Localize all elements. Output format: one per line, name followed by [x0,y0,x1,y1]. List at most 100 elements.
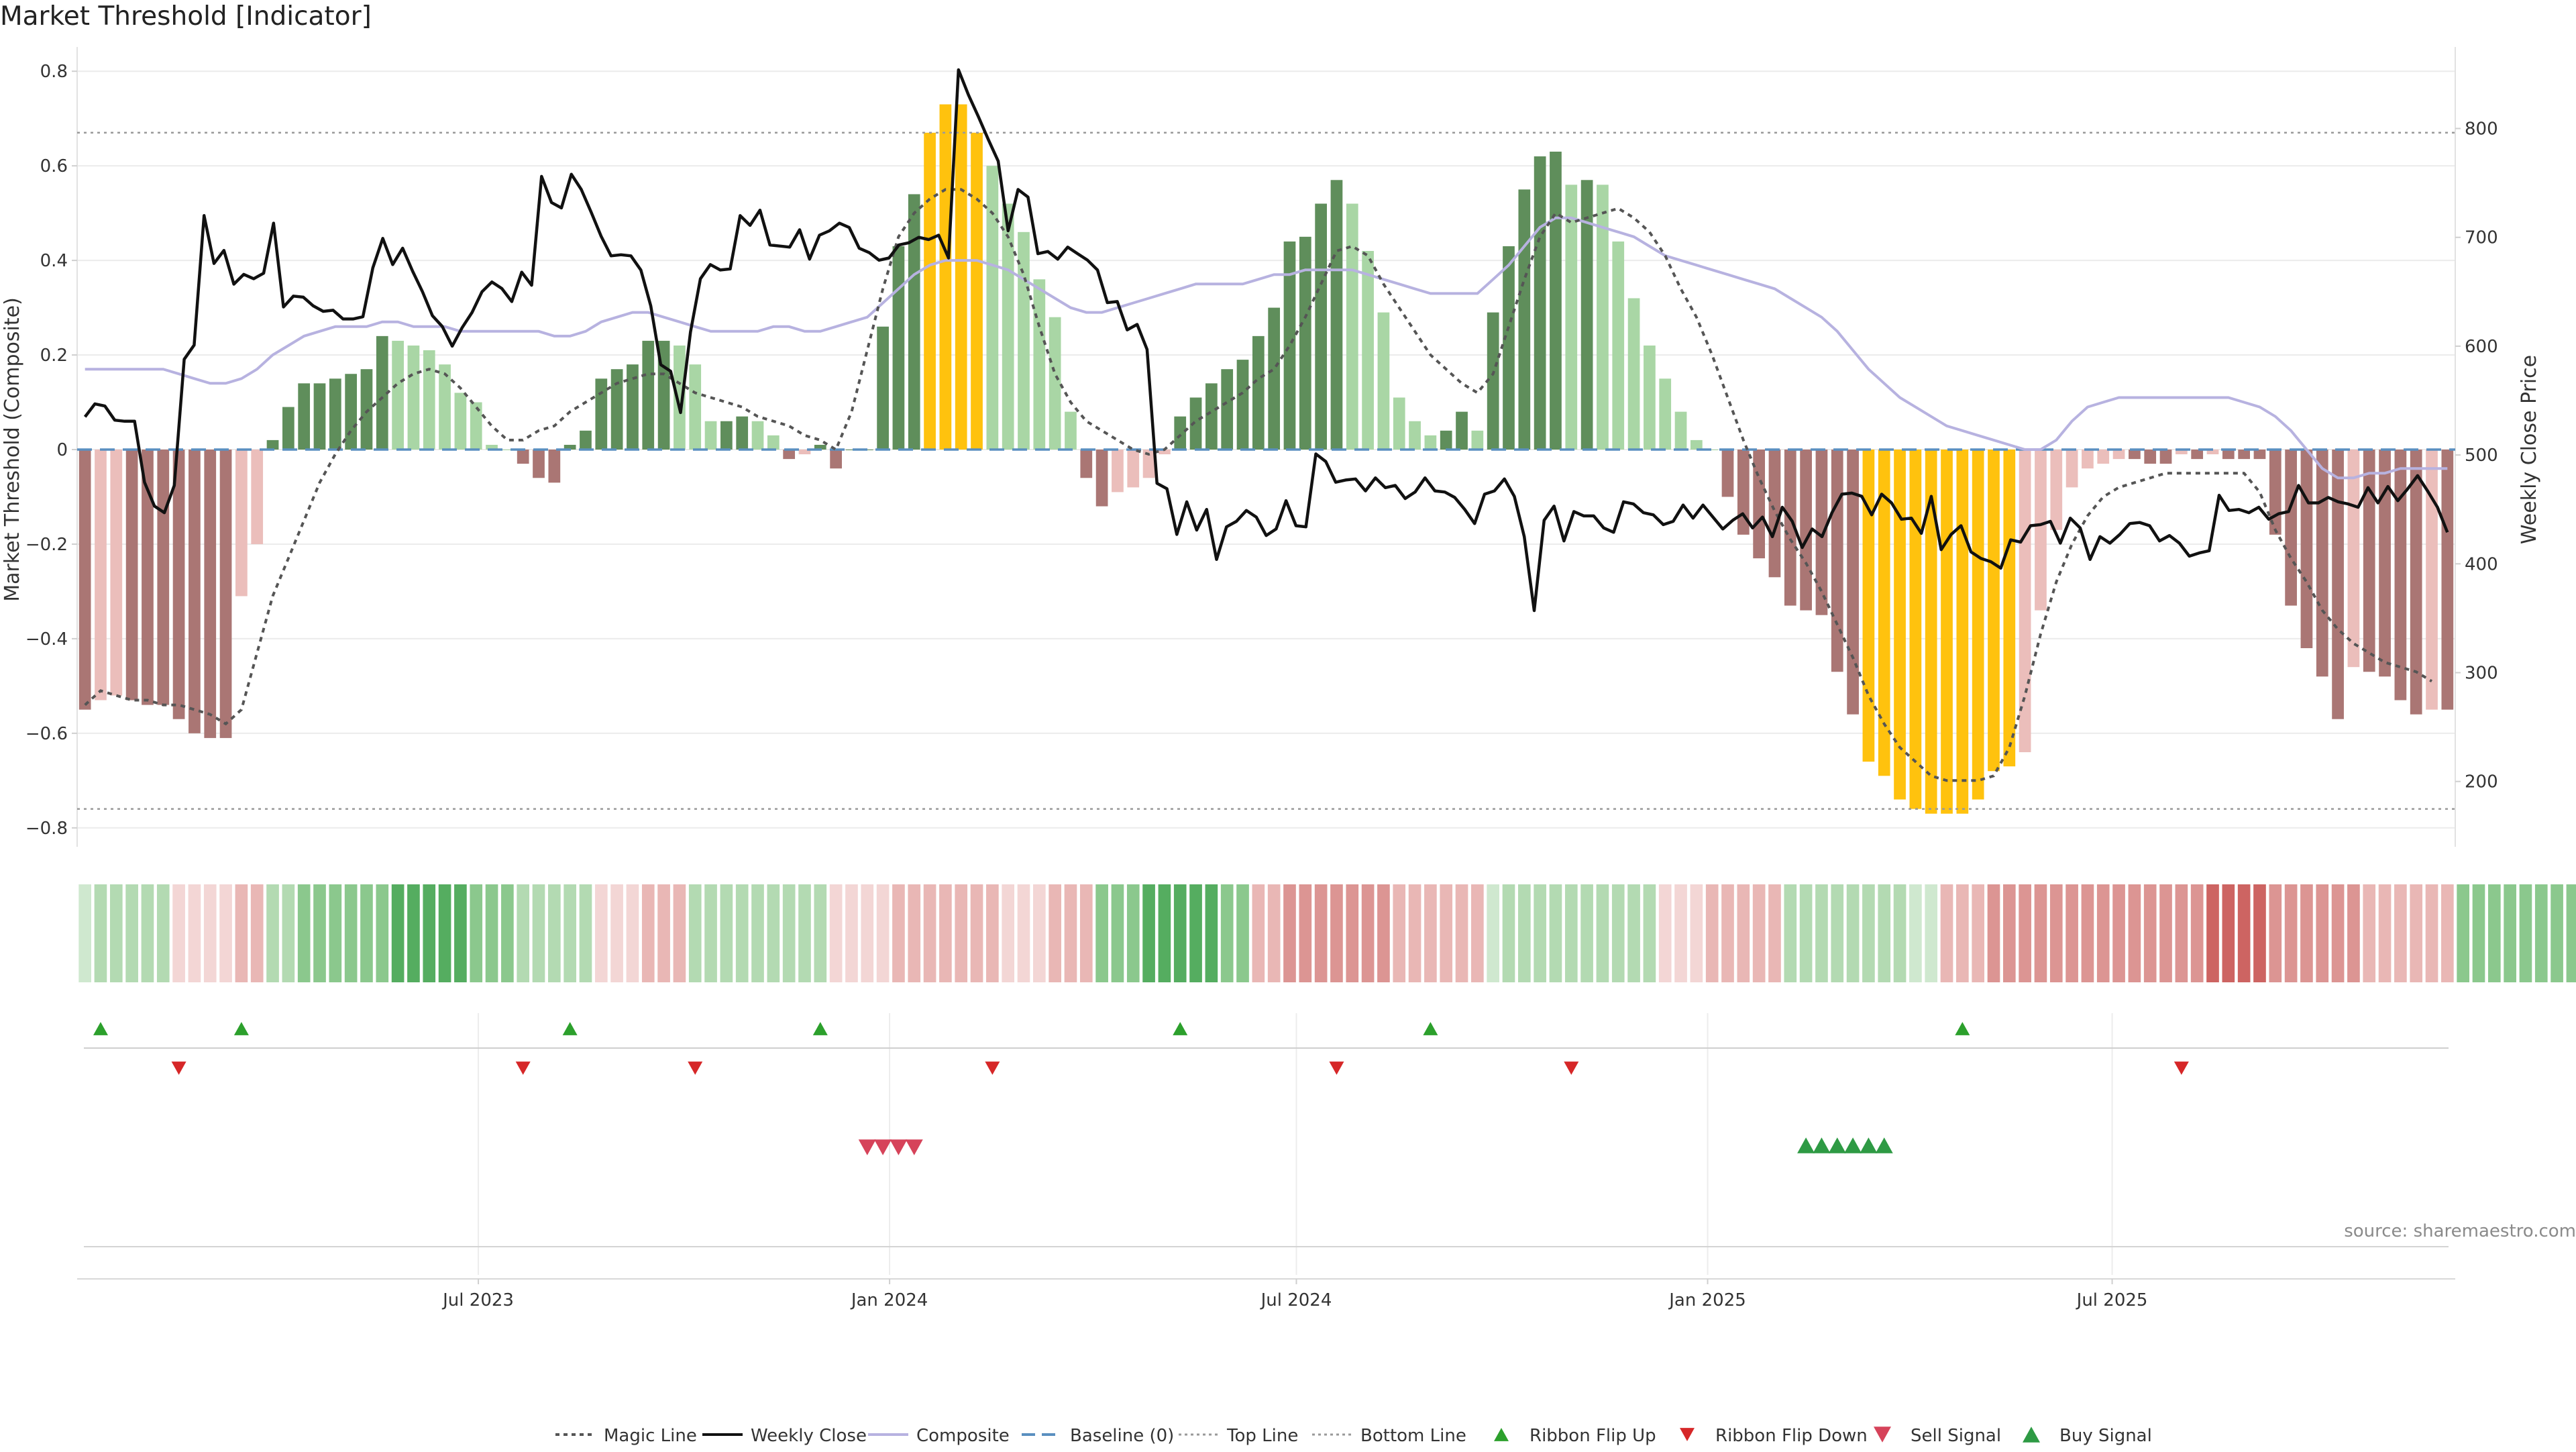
composite-bar [1236,360,1249,450]
composite-bar [2206,450,2219,455]
ribbon-flip-up-marker [562,1022,578,1035]
ribbon-cell [1173,884,1187,982]
ribbon-cell [2081,884,2094,982]
composite-bar [2112,450,2125,460]
composite-bar [1080,450,1093,478]
ribbon-cell [1737,884,1750,982]
composite-bar [610,369,623,450]
ribbon-cell [1784,884,1797,982]
ribbon-cell [235,884,248,982]
ribbon-cell [861,884,874,982]
ribbon-flip-down-markers [171,1061,2189,1075]
composite-bar [1550,152,1562,450]
ribbon-flip-up-marker [1423,1022,1438,1035]
composite-bar [2035,450,2047,611]
composite-bar [986,166,999,450]
composite-bar [2144,450,2157,464]
y-tick-label-left: 0.6 [40,156,68,176]
composite-bar [1753,450,1766,559]
buy-signal-marker [1813,1137,1831,1153]
composite-bar [95,450,107,701]
composite-bar [2191,450,2204,460]
ribbon-cell [2206,884,2219,982]
buy-signal-marker [1828,1137,1846,1153]
composite-bar [1002,203,1014,450]
composite-bar [2394,450,2407,701]
composite-bar [2176,450,2188,455]
sell-signal-marker [874,1139,892,1155]
ribbon-cell [1205,884,1218,982]
ribbon-flip-down-marker [515,1061,531,1075]
ribbon-cell [782,884,796,982]
ribbon-cell [1643,884,1656,982]
ribbon-cell [2112,884,2125,982]
ribbon-cell [423,884,436,982]
ribbon-cell [1440,884,1453,982]
composite-bar [329,378,341,450]
composite-bar [142,450,154,705]
legend-label: Ribbon Flip Up [1529,1426,1656,1446]
composite-bar [157,450,170,705]
composite-bar [1362,251,1374,450]
ribbon-cell [94,884,107,982]
composite-bar [783,450,796,460]
ribbon-cell [1095,884,1108,982]
composite-bar [2410,450,2422,715]
composite-bar [2129,450,2141,460]
ribbon-cell [313,884,326,982]
ribbon-flip-down-marker [2174,1061,2189,1075]
legend-item-magic: Magic Line [555,1426,697,1446]
ribbon-cell [1831,884,1844,982]
composite-bar [830,450,842,469]
composite-bar [2253,450,2266,460]
composite-bar [1065,411,1077,450]
ribbon-cell [2049,884,2063,982]
ribbon-cell [454,884,467,982]
ribbon-cell [688,884,702,982]
ribbon-cell [1752,884,1766,982]
ribbon-cell [2363,884,2376,982]
ribbon-cell [1283,884,1296,982]
ribbon-cell [657,884,670,982]
ribbon-cell [532,884,545,982]
ribbon-cell [1346,884,1359,982]
ribbon-cell [1846,884,1860,982]
ribbon-cell [250,884,264,982]
composite-bar [1127,450,1140,488]
ribbon-cell [2316,884,2329,982]
weekly-close-line [83,68,2449,613]
ribbon-cell [1611,884,1625,982]
ribbon-cell [1580,884,1593,982]
composite-bar [78,450,91,710]
composite-bar [204,450,217,738]
composite-bar [282,407,294,450]
composite-bar [2316,450,2328,677]
legend-item-baseline: Baseline (0) [1022,1426,1174,1446]
ribbon-cell [1549,884,1562,982]
ribbon-cell [939,884,952,982]
composite-bar [1252,335,1265,450]
composite-bar [345,374,357,450]
ribbon-cell [594,884,608,982]
legend-item-composite: Composite [868,1426,1010,1446]
ribbon-flip-up-marker [93,1022,108,1035]
composite-bar [1831,450,1843,672]
y-tick-label-right: 700 [2465,228,2498,248]
composite-bar [1205,383,1218,450]
legend: Magic Line Weekly Close Composite Baseline … [555,1426,2152,1446]
composite-bar [751,421,764,450]
legend-item-flipup: Ribbon Flip Up [1494,1426,1656,1446]
legend-item-close: Weekly Close [702,1426,867,1446]
ribbon-cell [2551,884,2563,982]
ribbon-cell [2534,884,2548,982]
composite-bar [1330,180,1343,450]
composite-bar [251,450,264,544]
composite-bar [877,326,889,450]
ribbon-flip-down-marker [1564,1061,1579,1075]
ribbon-cell [1564,884,1578,982]
ribbon-cell [219,884,232,982]
ribbon-cell [1361,884,1375,982]
ribbon-cell [751,884,764,982]
composite-bar [1534,156,1546,450]
